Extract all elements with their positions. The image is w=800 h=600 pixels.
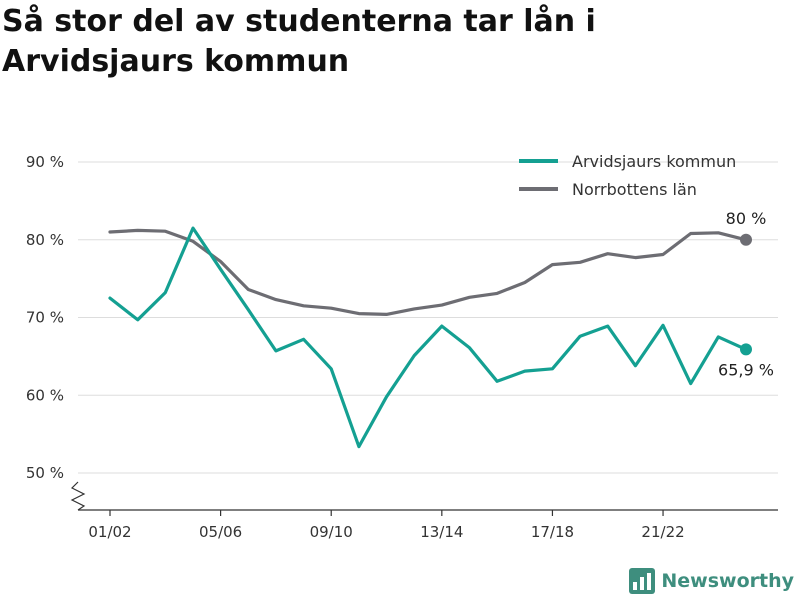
y-tick-label: 50 % (26, 464, 64, 482)
series-line-1 (108, 228, 748, 316)
series-lines: 80 % 65,9 % (108, 209, 774, 449)
x-tick-label: 05/06 (199, 523, 242, 541)
series-end-point (740, 233, 752, 246)
series-end-label: 65,9 % (718, 360, 774, 379)
newsworthy-logo-icon (629, 568, 656, 594)
chart-title: Så stor del av studenterna tar lån i Arv… (2, 4, 596, 79)
series-end-point (740, 343, 752, 356)
legend-label: Norrbottens län (572, 180, 697, 199)
brand-logo: Newsworthy (629, 568, 794, 594)
x-axis-labels: 01/02 05/06 09/10 13/14 17/18 21/22 (88, 510, 685, 541)
x-tick-label: 01/02 (88, 523, 131, 541)
legend-label: Arvidsjaurs kommun (572, 152, 736, 171)
x-tick-label: 21/22 (641, 523, 684, 541)
y-tick-label: 60 % (26, 386, 64, 404)
y-axis-break-icon (70, 481, 86, 511)
gridlines (78, 161, 778, 474)
y-axis-labels: 50 % 60 % 70 % 80 % 90 % (26, 153, 64, 482)
x-axis (70, 481, 778, 511)
y-tick-label: 70 % (26, 309, 64, 327)
y-tick-label: 90 % (26, 153, 64, 171)
y-tick-label: 80 % (26, 231, 64, 249)
series-line-0 (108, 226, 748, 449)
x-tick-label: 09/10 (310, 523, 353, 541)
legend: Arvidsjaurs kommun Norrbottens län (519, 152, 736, 199)
x-tick-label: 13/14 (420, 523, 463, 541)
series-end-label: 80 % (726, 209, 767, 228)
brand-name: Newsworthy (661, 570, 794, 592)
x-tick-label: 17/18 (531, 523, 574, 541)
